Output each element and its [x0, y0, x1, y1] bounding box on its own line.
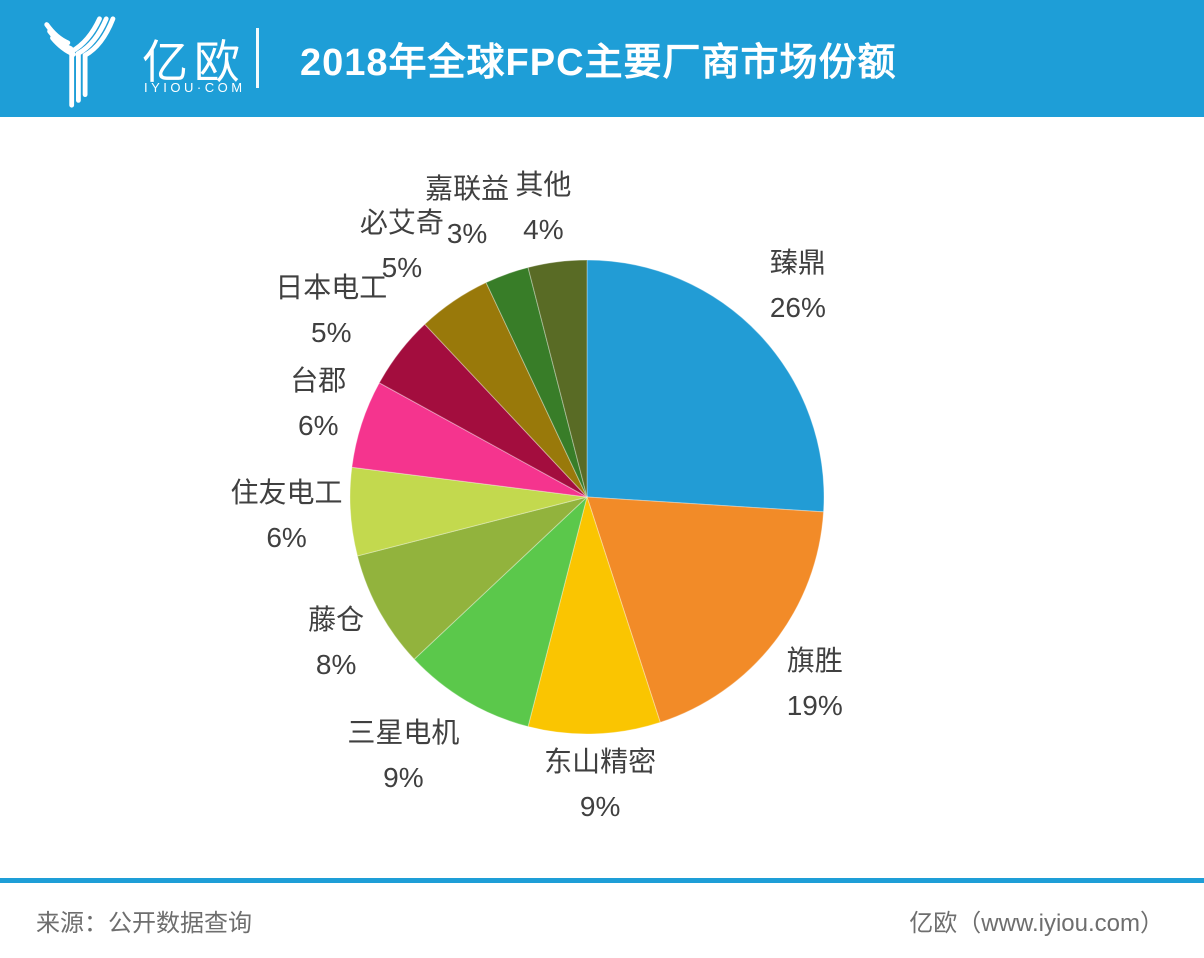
pie-slice-7 — [378, 323, 588, 498]
slice-label-value: 4% — [523, 214, 564, 246]
slice-label-6: 台郡 6% — [290, 358, 346, 448]
slice-label-1: 旗胜 19% — [787, 638, 843, 728]
pie-svg — [349, 259, 825, 735]
slice-label-name: 旗胜 — [786, 644, 843, 676]
pie-slice-4 — [356, 496, 588, 660]
slice-label-value: 5% — [311, 317, 352, 349]
slice-label-name: 嘉联益 — [425, 173, 510, 205]
slice-label-name: 其他 — [515, 169, 572, 201]
brand-name: 亿欧 — [142, 36, 246, 88]
pie-slice-9 — [485, 266, 588, 498]
slice-label-0: 臻鼎 26% — [770, 240, 826, 330]
slice-label-9: 嘉联益 3% — [425, 166, 509, 256]
pie-slice-0 — [586, 259, 825, 513]
slice-label-value: 9% — [579, 790, 621, 822]
pie-slice-3 — [413, 495, 588, 728]
slice-label-value: 3% — [446, 218, 488, 250]
slice-label-value: 6% — [266, 522, 307, 554]
footer-divider — [0, 878, 1204, 883]
slice-label-5: 住友电工 6% — [231, 470, 343, 560]
slice-label-name: 必艾奇 — [359, 207, 444, 239]
slice-label-name: 三星电机 — [347, 717, 460, 749]
slice-label-value: 19% — [786, 689, 843, 721]
slice-label-name: 东山精密 — [544, 745, 657, 777]
slice-label-value: 9% — [383, 762, 424, 794]
slice-label-name: 臻鼎 — [769, 247, 826, 279]
slice-label-10: 其他 4% — [515, 162, 571, 252]
slice-label-name: 台郡 — [290, 364, 347, 396]
slice-label-2: 东山精密 9% — [544, 739, 656, 829]
slice-label-name: 住友电工 — [230, 477, 343, 509]
source-text: 来源：公开数据查询 — [36, 910, 252, 937]
slice-label-value: 6% — [298, 409, 339, 441]
credit-text: 亿欧（www.iyiou.com） — [909, 910, 1164, 937]
chart-area: 臻鼎 26% 旗胜 19% 东山精密 9% 三星电机 9% 藤仓 8% 住友电工 6% 台郡 6% 日本电工… — [0, 117, 1204, 878]
slice-label-name: 日本电工 — [275, 272, 388, 304]
slice-label-value: 26% — [769, 292, 826, 324]
pie-slice-1 — [586, 496, 825, 724]
footer: 来源：公开数据查询 亿欧（www.iyiou.com） — [0, 883, 1204, 958]
iyiou-logo-mark-icon — [44, 16, 116, 108]
pie-slice-10 — [527, 259, 588, 498]
slice-label-value: 5% — [381, 252, 423, 284]
brand-domain: IYIOU·COM — [144, 80, 246, 95]
slice-label-4: 藤仓 8% — [308, 597, 364, 687]
slice-label-8: 必艾奇 5% — [360, 200, 444, 290]
pie-slice-8 — [424, 281, 588, 498]
slice-label-7: 日本电工 5% — [275, 265, 387, 355]
pie-slice-6 — [351, 382, 588, 498]
header-separator — [256, 28, 259, 88]
slice-label-3: 三星电机 9% — [347, 710, 459, 800]
page-title: 2018年全球FPC主要厂商市场份额 — [300, 42, 897, 84]
brand-logo: 亿欧 IYIOU·COM — [40, 12, 270, 108]
slice-label-value: 8% — [315, 648, 357, 680]
pie-slice-5 — [349, 466, 588, 557]
pie-slice-2 — [527, 495, 661, 735]
header-banner: 亿欧 IYIOU·COM 2018年全球FPC主要厂商市场份额 — [0, 0, 1204, 117]
slice-label-name: 藤仓 — [308, 603, 365, 635]
